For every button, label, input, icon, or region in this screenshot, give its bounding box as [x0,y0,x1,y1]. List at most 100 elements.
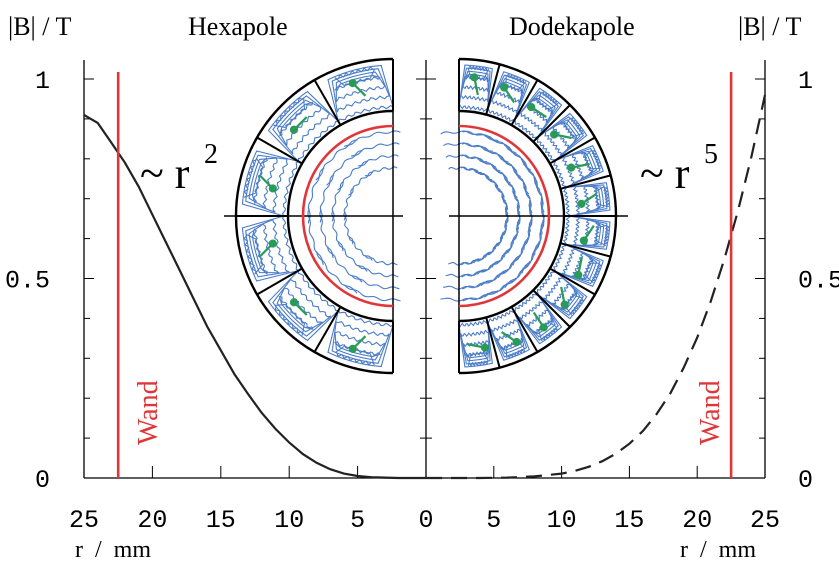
field-line [491,164,518,199]
hexapole-annotation: ~ r [140,149,190,198]
field-line [505,73,527,91]
field-line [460,251,492,266]
arrow-head [550,130,559,139]
field-line [476,248,511,275]
dodekapole-annotation-exponent: 5 [704,139,718,170]
hexapole-wall-label: Wand [133,380,164,445]
hexapole-xlabel: r / mm [75,537,151,563]
field-line [533,97,553,115]
field-line [461,154,501,172]
field-line [573,217,608,248]
inset-axes [224,59,403,373]
hexapole-curve [83,113,426,480]
field-line [331,210,344,252]
field-line [461,259,501,278]
segment-divider [256,136,303,165]
field-line [460,166,493,181]
arrow-head [268,239,277,248]
segment-divider [485,317,501,368]
arrow-head [289,125,299,134]
dodekapole-xlabel: r / mm [680,537,756,563]
x-tick-label-right: 0 [418,506,433,535]
field-line [560,121,578,142]
x-tick-label-right: 25 [750,506,780,535]
field-line [533,317,554,335]
segment-divider [313,79,342,126]
field-line [251,228,268,275]
field-line [571,150,598,181]
field-line [494,217,509,250]
field-line [512,202,521,245]
field-line [580,151,594,175]
field-line [491,74,528,114]
field-line [561,248,601,285]
field-line [327,64,394,124]
field-line [364,255,398,266]
field-line [520,158,545,213]
field-line [550,283,581,313]
field-line [543,277,585,316]
x-tick-label-left: 25 [69,506,99,535]
field-line [464,349,490,359]
dodekapole-title: Dodekapole [509,12,635,41]
field-line [484,230,506,258]
field-line [504,241,540,289]
field-line [327,308,394,368]
tick-marks [83,78,766,478]
field-line [276,99,322,148]
field-line [343,211,354,245]
arrow-head [289,298,299,307]
field-line [491,233,518,268]
field-line [315,139,358,181]
bore-circle [458,124,551,308]
dodekapole-curve [426,94,767,480]
arrow-head [560,300,569,309]
field-line [461,340,490,362]
field-line [580,257,594,281]
segment-divider [485,64,501,115]
field-line [272,95,331,155]
field-line [484,174,507,202]
field-line [251,157,268,205]
field-line [592,221,602,247]
field-line [337,161,368,191]
field-line [245,154,288,213]
field-line [319,209,334,259]
bore-circle [301,124,394,308]
segment-divider [532,289,571,328]
y-tick-label-left: 0.5 [5,267,50,296]
field-line [331,321,390,364]
field-line [331,181,345,222]
inset-axes [449,59,628,373]
segment-divider [510,79,539,126]
field-line [344,284,401,302]
field-line [581,219,605,246]
field-line [494,183,509,215]
field-line [267,269,340,342]
field-line [445,154,488,163]
field-line [473,169,501,191]
field-line [267,90,340,163]
magnetization-arrows [259,78,367,354]
field-line [595,224,611,247]
field-line [500,81,524,95]
segment-divider [532,104,571,143]
arrow-head [348,78,357,88]
x-tick-label-left: 5 [350,506,365,535]
field-line [334,66,376,87]
field-line [521,219,545,274]
field-line [462,130,517,154]
field-line [319,174,335,223]
field-line [307,208,324,266]
field-line [448,166,482,174]
segment-divider [549,267,596,296]
field-line [243,157,264,198]
field-line [467,352,489,367]
segment-divider [560,174,611,190]
field-line [443,279,493,290]
field-line [473,241,501,264]
hexapole-cross-section [224,57,403,375]
field-line [272,278,332,337]
